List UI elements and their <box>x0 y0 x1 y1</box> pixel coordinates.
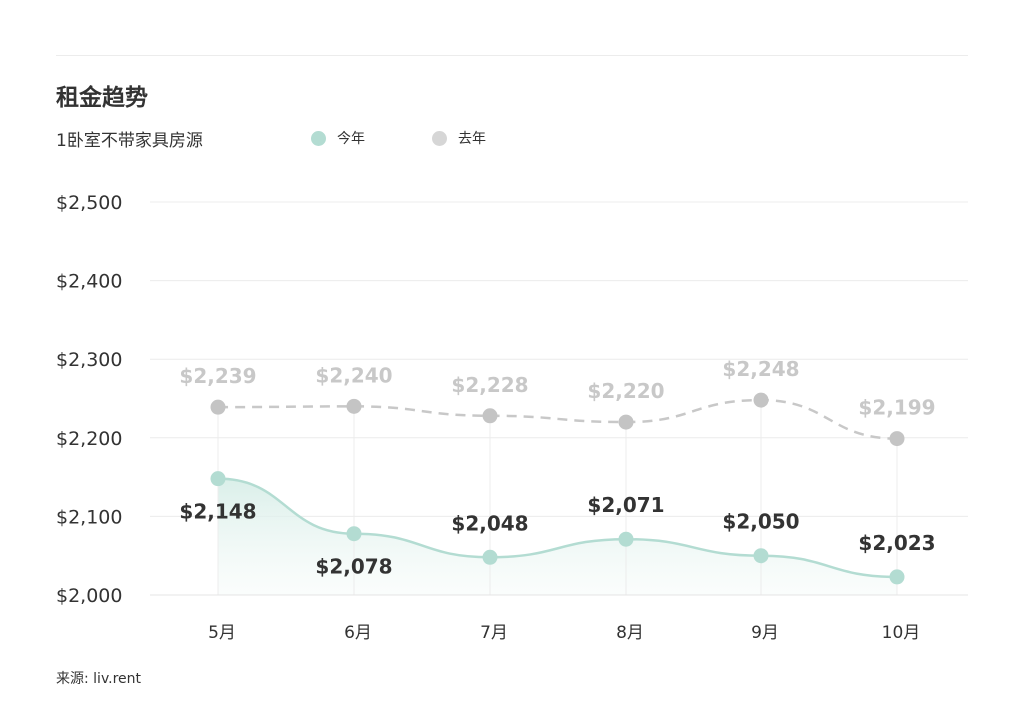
x-tick-label: 9月 <box>751 623 779 643</box>
point-this-year <box>210 471 226 487</box>
data-label-last-year: $2,199 <box>858 396 935 420</box>
legend-dot-this-year <box>311 130 326 146</box>
chart-subtitle: 1卧室不带家具房源 <box>56 131 203 151</box>
area-this-year <box>218 478 897 595</box>
point-this-year <box>346 526 362 542</box>
point-last-year <box>889 431 905 447</box>
data-label-this-year: $2,048 <box>451 511 528 535</box>
y-tick-label: $2,400 <box>56 271 122 293</box>
data-label-this-year: $2,148 <box>179 500 256 524</box>
data-label-last-year: $2,239 <box>179 364 256 388</box>
point-last-year <box>618 414 634 430</box>
point-last-year <box>482 408 498 424</box>
data-label-this-year: $2,071 <box>587 493 664 517</box>
point-this-year <box>889 569 905 585</box>
point-this-year <box>753 548 769 564</box>
y-tick-label: $2,100 <box>56 506 122 528</box>
legend-label-this-year: 今年 <box>337 131 365 147</box>
point-last-year <box>210 399 226 415</box>
legend-dot-last-year <box>432 130 447 146</box>
point-this-year <box>618 531 634 547</box>
point-last-year <box>346 398 362 414</box>
y-tick-label: $2,000 <box>56 585 122 607</box>
legend-item-last-year[interactable]: 去年 <box>432 128 486 148</box>
top-divider <box>56 55 968 56</box>
source-note: 来源: liv.rent <box>56 671 142 687</box>
y-tick-label: $2,500 <box>56 192 122 214</box>
y-tick-label: $2,200 <box>56 428 122 450</box>
legend-item-this-year[interactable]: 今年 <box>311 128 365 148</box>
data-label-last-year: $2,240 <box>315 363 392 387</box>
line-this-year <box>217 477 898 579</box>
data-label-this-year: $2,078 <box>315 555 392 579</box>
x-tick-label: 5月 <box>208 623 236 643</box>
data-label-last-year: $2,220 <box>587 379 664 403</box>
y-tick-label: $2,300 <box>56 349 122 371</box>
data-label-last-year: $2,248 <box>722 357 799 381</box>
point-last-year <box>753 392 769 408</box>
line-last-year <box>217 398 898 440</box>
data-label-this-year: $2,023 <box>858 531 935 555</box>
chart-title: 租金趋势 <box>56 85 148 111</box>
x-tick-label: 7月 <box>480 623 508 643</box>
legend-label-last-year: 去年 <box>458 131 486 147</box>
x-tick-label: 6月 <box>344 623 372 643</box>
point-this-year <box>482 549 498 565</box>
x-tick-label: 8月 <box>616 623 644 643</box>
data-label-last-year: $2,228 <box>451 373 528 397</box>
x-tick-label: 10月 <box>882 623 921 643</box>
data-label-this-year: $2,050 <box>722 510 799 534</box>
